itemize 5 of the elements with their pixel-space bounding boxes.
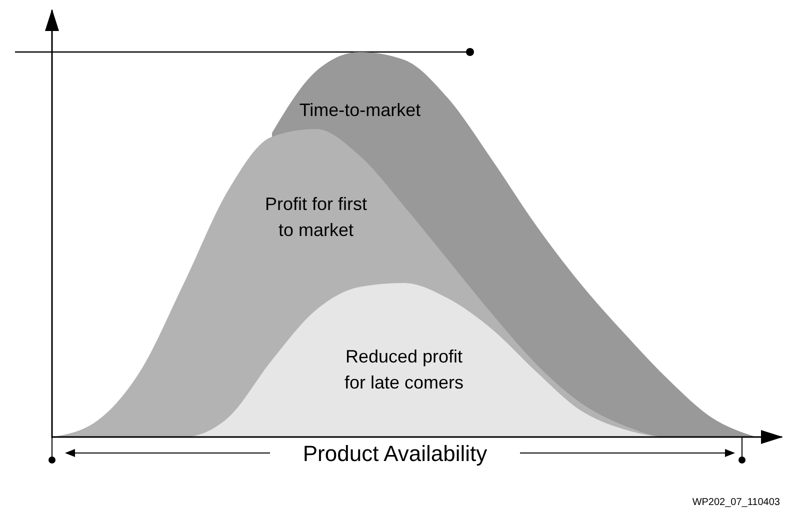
series-label: Profit for first to market xyxy=(264,194,368,240)
series-label: Reduced profit for late comers xyxy=(344,346,464,393)
x-axis-title: Product Availability xyxy=(302,441,488,466)
text: WP202_07_110403 xyxy=(692,497,780,508)
series-label: Time-to-market xyxy=(299,100,421,120)
